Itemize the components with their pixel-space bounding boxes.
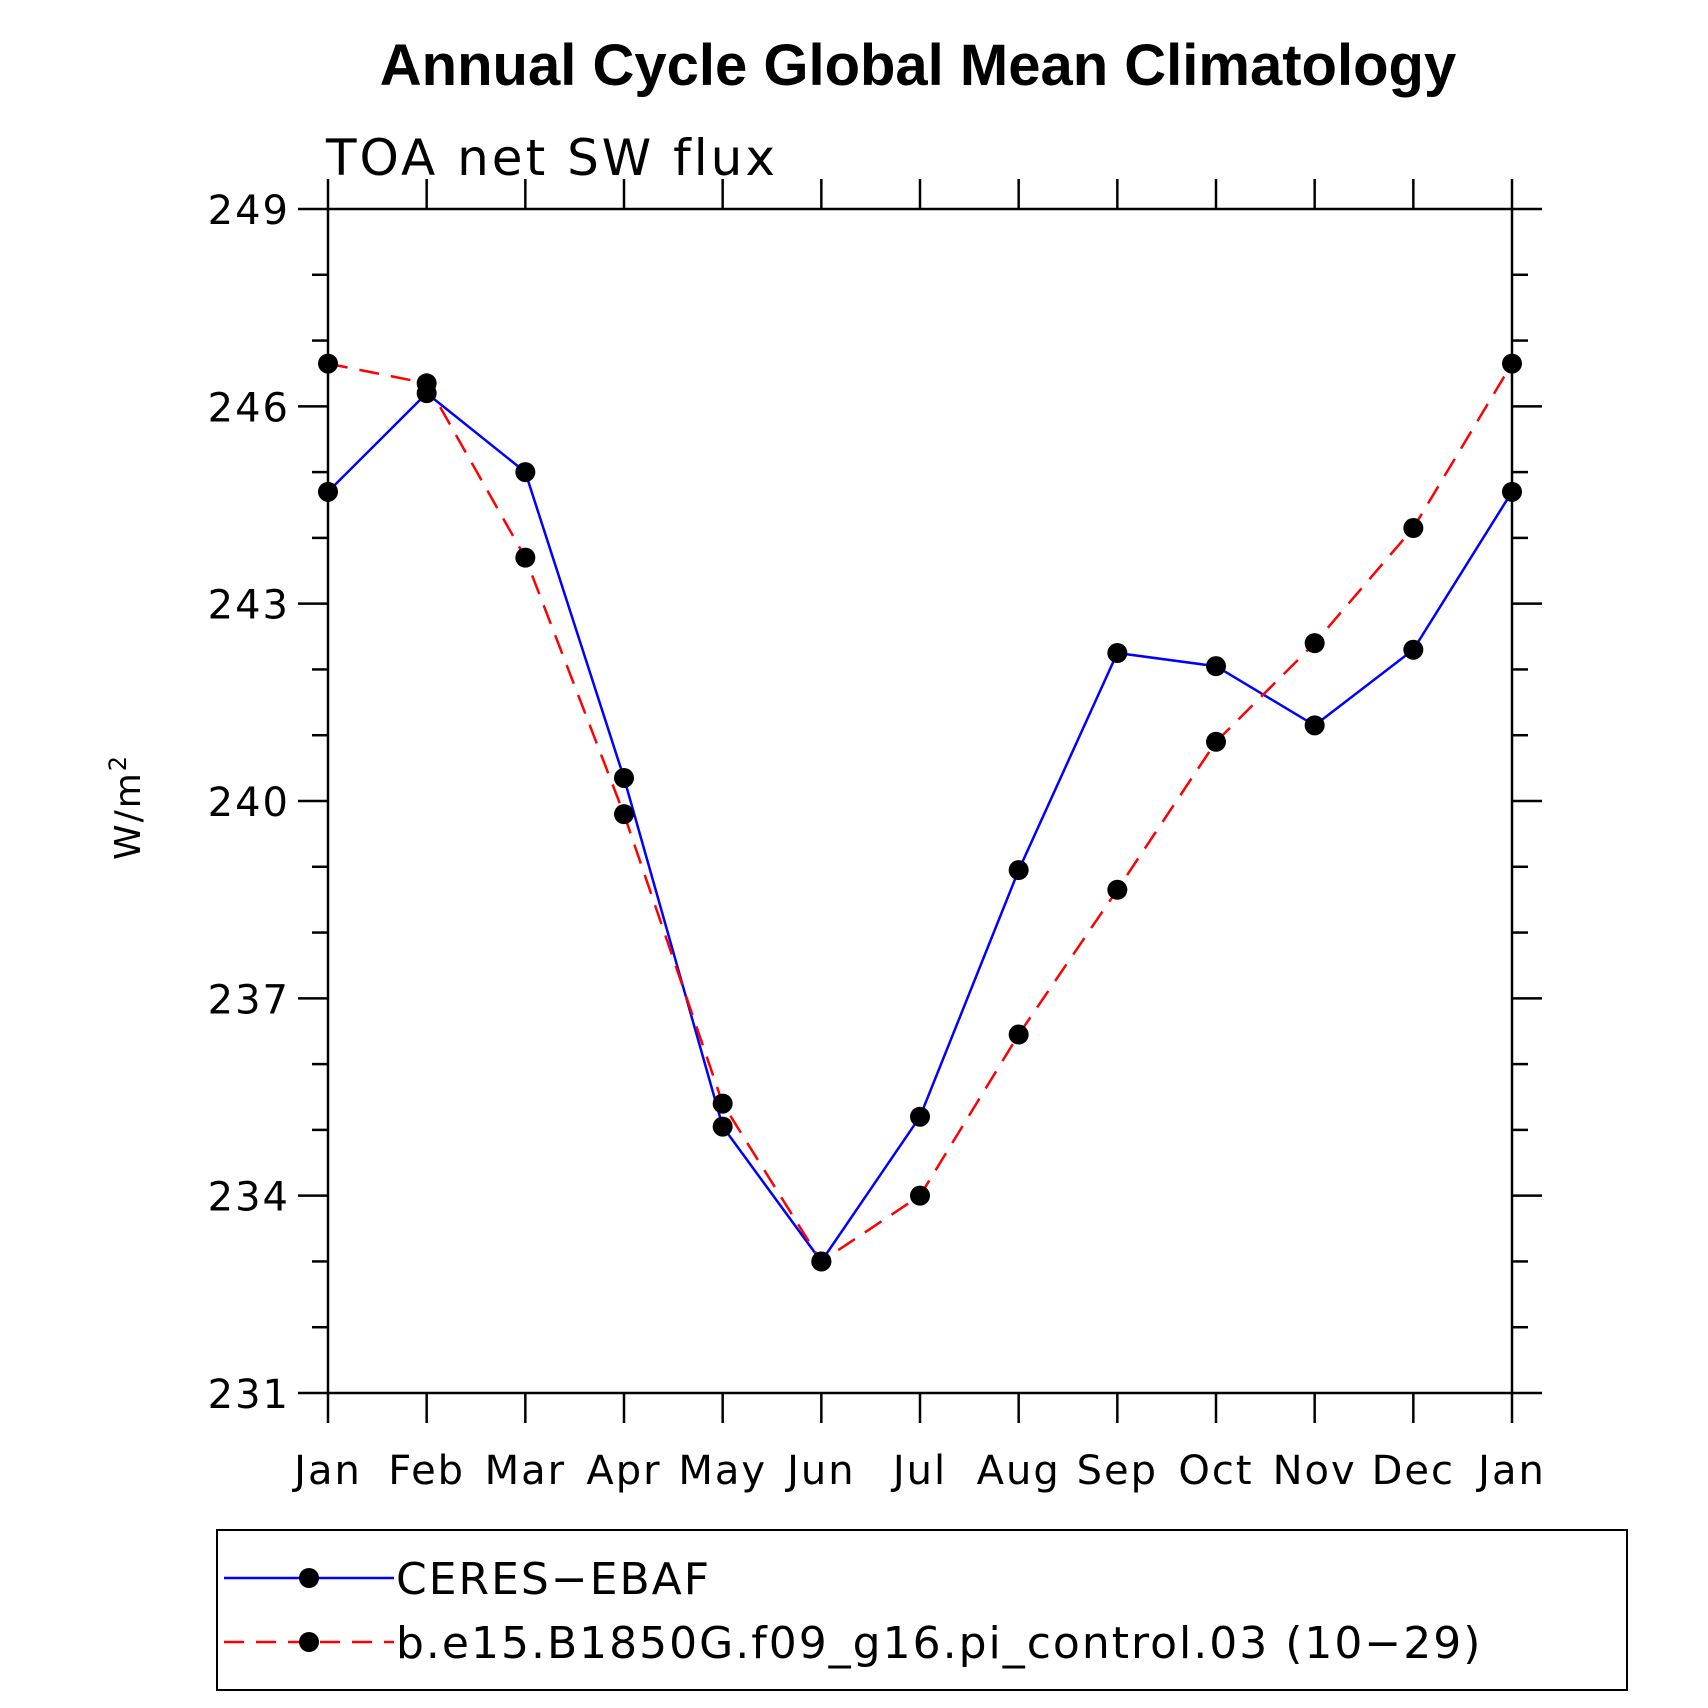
y-axis-label: W/m2 [104, 754, 149, 860]
x-tick-label: Oct [1178, 1448, 1253, 1494]
y-tick-label: 243 [208, 583, 290, 629]
series-1-point [1206, 731, 1226, 752]
series-1-point [910, 1185, 930, 1206]
series-1-point [811, 1251, 832, 1272]
x-tick-label: Jan [291, 1448, 362, 1494]
legend: CERES−EBAF b.e15.B1850G.f09_g16.pi_contr… [216, 1529, 1628, 1691]
series-1-point [1008, 1024, 1029, 1045]
y-tick-label: 231 [208, 1372, 290, 1418]
series-0-point [1008, 860, 1029, 881]
y-tick-label: 240 [208, 780, 290, 826]
y-tick-label: 237 [208, 977, 290, 1023]
x-tick-label: Mar [485, 1448, 566, 1494]
x-tick-label: Apr [586, 1448, 661, 1494]
legend-label-ceres: CERES−EBAF [396, 1554, 711, 1605]
series-0-point [712, 1116, 733, 1137]
series-1-point [1107, 879, 1128, 900]
chart-title: Annual Cycle Global Mean Climatology [380, 33, 1456, 98]
series-1-point [1304, 633, 1325, 654]
y-axis-label-superscript: 2 [104, 754, 132, 771]
series-1-point [318, 353, 338, 374]
x-tick-label: Jul [890, 1448, 947, 1494]
legend-label-model: b.e15.B1850G.f09_g16.pi_control.03 (10−2… [396, 1618, 1482, 1669]
x-tick-label: Jan [1475, 1448, 1546, 1494]
series-0-point [614, 767, 634, 788]
series-0-point [318, 481, 338, 502]
series-1-point [416, 373, 437, 394]
series-1-point [1403, 518, 1424, 539]
x-tick-label: Nov [1273, 1448, 1357, 1494]
series-1-point [1502, 353, 1522, 374]
x-tick-labels: Jan Feb Mar Apr May Jun Jul Aug Sep Oct Nov Dec Jan [291, 1448, 1546, 1494]
plot-frame [326, 207, 1514, 1395]
legend-box [216, 1529, 1628, 1691]
series-1-point [614, 804, 634, 825]
series-1-point [712, 1093, 733, 1114]
x-tick-label: Dec [1372, 1448, 1455, 1494]
series-0-point [1403, 639, 1424, 660]
axes [298, 179, 1542, 1423]
chart-subtitle: TOA net SW flux [325, 129, 778, 187]
series-0-point [1502, 481, 1522, 502]
y-tick-label: 246 [208, 385, 290, 431]
series-0-point [910, 1106, 930, 1127]
legend-marker-model [299, 1632, 319, 1652]
legend-marker-ceres [299, 1568, 319, 1588]
y-tick-label: 249 [208, 188, 290, 234]
x-tick-label: Sep [1077, 1448, 1158, 1494]
y-tick-label: 234 [208, 1175, 290, 1221]
x-tick-label: Feb [388, 1448, 465, 1494]
series-0-point [515, 462, 536, 483]
x-tick-label: Aug [977, 1448, 1061, 1494]
y-axis-label-unit: W/m [108, 771, 149, 860]
series-1-point [515, 547, 536, 568]
series-0-point [1304, 715, 1325, 736]
y-tick-labels: 231 234 237 240 243 246 249 [208, 188, 290, 1418]
series-0-point [1206, 656, 1226, 677]
series-layer [318, 353, 1522, 1272]
series-0-point [1107, 643, 1128, 663]
x-tick-label: May [678, 1448, 767, 1494]
x-tick-label: Jun [784, 1448, 856, 1494]
